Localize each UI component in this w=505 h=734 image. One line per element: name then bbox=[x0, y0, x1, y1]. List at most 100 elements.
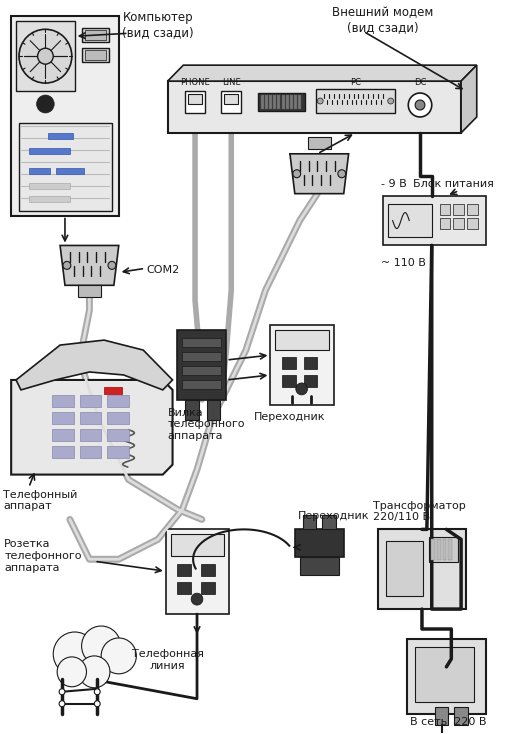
Bar bbox=[282, 375, 295, 387]
Bar bbox=[200, 582, 214, 594]
Bar bbox=[167, 81, 460, 133]
Text: Трансформатор
220/110 В: Трансформатор 220/110 В bbox=[372, 501, 465, 523]
Bar bbox=[452, 203, 463, 214]
Bar bbox=[79, 395, 101, 407]
Circle shape bbox=[57, 657, 86, 687]
Bar bbox=[107, 395, 128, 407]
Bar bbox=[385, 542, 422, 596]
Bar bbox=[270, 325, 333, 405]
Text: COM2: COM2 bbox=[146, 266, 179, 275]
Polygon shape bbox=[289, 154, 348, 194]
Bar bbox=[52, 446, 74, 458]
Bar bbox=[29, 148, 70, 154]
Text: LINE: LINE bbox=[221, 78, 240, 87]
Bar bbox=[207, 400, 220, 420]
Bar bbox=[299, 557, 338, 575]
Bar bbox=[79, 446, 101, 458]
Bar bbox=[277, 95, 280, 109]
Bar bbox=[302, 515, 316, 529]
Bar bbox=[221, 91, 240, 113]
Bar bbox=[439, 217, 449, 228]
Bar bbox=[107, 429, 128, 440]
Bar bbox=[257, 93, 304, 111]
Circle shape bbox=[292, 170, 300, 178]
Bar bbox=[382, 196, 485, 245]
Bar bbox=[428, 537, 457, 562]
Bar bbox=[52, 412, 74, 424]
Bar bbox=[307, 137, 330, 149]
Bar bbox=[52, 429, 74, 440]
Circle shape bbox=[101, 638, 136, 674]
Text: - 9 В: - 9 В bbox=[380, 178, 406, 189]
Bar bbox=[177, 330, 226, 400]
Bar bbox=[170, 534, 224, 556]
Circle shape bbox=[191, 593, 203, 605]
Circle shape bbox=[81, 626, 121, 666]
Bar bbox=[185, 91, 205, 113]
Text: Компьютер
(вид сзади): Компьютер (вид сзади) bbox=[122, 11, 193, 40]
Bar bbox=[182, 380, 221, 389]
Bar bbox=[29, 183, 70, 189]
Bar bbox=[322, 515, 335, 529]
Text: DC: DC bbox=[413, 78, 425, 87]
Bar bbox=[177, 582, 191, 594]
Text: В сеть  220 В: В сеть 220 В bbox=[410, 716, 486, 727]
Circle shape bbox=[387, 98, 393, 104]
Bar bbox=[81, 29, 109, 43]
Bar bbox=[19, 123, 112, 211]
Circle shape bbox=[63, 261, 71, 269]
Bar bbox=[52, 395, 74, 407]
Bar bbox=[407, 639, 485, 713]
Circle shape bbox=[36, 95, 54, 113]
Text: ~ 110 В: ~ 110 В bbox=[380, 258, 425, 269]
Bar bbox=[293, 95, 296, 109]
Circle shape bbox=[94, 701, 100, 707]
Bar bbox=[177, 564, 191, 576]
Bar bbox=[434, 707, 447, 724]
Bar bbox=[294, 529, 343, 557]
Circle shape bbox=[295, 383, 307, 395]
Bar bbox=[182, 352, 221, 361]
Bar bbox=[79, 429, 101, 440]
Bar bbox=[442, 539, 445, 560]
Bar bbox=[264, 95, 267, 109]
Bar bbox=[269, 95, 271, 109]
Polygon shape bbox=[167, 65, 476, 81]
Circle shape bbox=[408, 93, 431, 117]
Circle shape bbox=[317, 98, 323, 104]
Polygon shape bbox=[16, 340, 172, 390]
Circle shape bbox=[37, 48, 53, 64]
Bar bbox=[56, 168, 83, 174]
Bar bbox=[260, 95, 263, 109]
Bar bbox=[285, 95, 288, 109]
Bar bbox=[289, 95, 292, 109]
Circle shape bbox=[108, 261, 116, 269]
Bar bbox=[273, 95, 276, 109]
Bar bbox=[282, 357, 295, 369]
Text: Вилка
телефонного
аппарата: Вилка телефонного аппарата bbox=[167, 408, 245, 441]
Text: Розетка
телефонного
аппарата: Розетка телефонного аппарата bbox=[5, 539, 82, 573]
Text: Переходник: Переходник bbox=[297, 512, 369, 521]
Text: Телефонная
линия: Телефонная линия bbox=[131, 649, 204, 671]
Polygon shape bbox=[60, 245, 119, 286]
Bar bbox=[107, 446, 128, 458]
Bar bbox=[104, 387, 122, 394]
Bar bbox=[298, 95, 301, 109]
Bar bbox=[81, 48, 109, 62]
Bar bbox=[188, 94, 201, 104]
Bar bbox=[316, 89, 394, 113]
Text: Телефонный
аппарат: Телефонный аппарат bbox=[4, 490, 78, 511]
Bar bbox=[84, 50, 106, 60]
Bar bbox=[107, 412, 128, 424]
Bar bbox=[224, 94, 238, 104]
Bar bbox=[185, 400, 198, 420]
Bar bbox=[466, 217, 477, 228]
Bar bbox=[11, 16, 119, 216]
Text: Блок питания: Блок питания bbox=[412, 178, 492, 189]
Bar bbox=[29, 168, 50, 174]
Bar bbox=[182, 366, 221, 375]
Bar bbox=[200, 564, 214, 576]
Bar bbox=[447, 539, 451, 560]
Bar bbox=[303, 375, 317, 387]
Bar bbox=[79, 412, 101, 424]
